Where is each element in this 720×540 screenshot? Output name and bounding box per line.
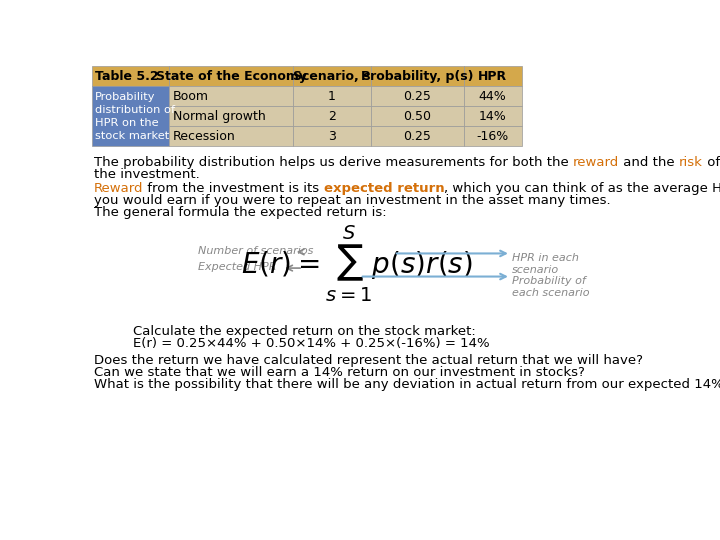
Text: Can we state that we will earn a 14% return on our investment in stocks?: Can we state that we will earn a 14% ret… <box>94 366 585 379</box>
Text: Normal growth: Normal growth <box>173 110 266 123</box>
Text: Probability, p(s): Probability, p(s) <box>361 70 473 83</box>
Bar <box>293 126 371 146</box>
Text: HPR: HPR <box>478 70 507 83</box>
Text: Probability
distribution of
HPR on the
stock market: Probability distribution of HPR on the s… <box>94 92 175 141</box>
Text: E(r) = 0.25×44% + 0.50×14% + 0.25×(-16%) = 14%: E(r) = 0.25×44% + 0.50×14% + 0.25×(-16%)… <box>132 338 490 350</box>
Text: and the: and the <box>619 156 679 168</box>
Text: 3: 3 <box>328 130 336 143</box>
Text: $E(r) = \sum_{s=1}^{S} p(s)r(s)$: $E(r) = \sum_{s=1}^{S} p(s)r(s)$ <box>241 223 473 304</box>
Bar <box>169 66 293 86</box>
Text: 0.25: 0.25 <box>403 90 431 103</box>
Bar <box>371 126 464 146</box>
Bar <box>464 126 522 146</box>
Bar <box>169 106 293 126</box>
Text: Expected HPR: Expected HPR <box>199 262 277 272</box>
Bar <box>91 86 169 146</box>
Text: The general formula the expected return is:: The general formula the expected return … <box>94 206 387 219</box>
Text: Number of scenarios: Number of scenarios <box>199 246 314 256</box>
Text: -16%: -16% <box>477 130 509 143</box>
Text: the investment.: the investment. <box>94 168 199 181</box>
Bar <box>169 86 293 106</box>
Text: 44%: 44% <box>479 90 506 103</box>
Bar <box>371 66 464 86</box>
Text: risk: risk <box>679 156 703 168</box>
Text: Probability of
each scenario: Probability of each scenario <box>513 276 590 298</box>
Text: of: of <box>703 156 720 168</box>
Text: Recession: Recession <box>173 130 235 143</box>
Bar <box>169 126 293 146</box>
Text: from the investment is its: from the investment is its <box>143 182 324 195</box>
Text: What is the possibility that there will be any deviation in actual return from o: What is the possibility that there will … <box>94 378 720 391</box>
Text: expected return: expected return <box>324 182 444 195</box>
Text: 14%: 14% <box>479 110 506 123</box>
Bar <box>371 86 464 106</box>
Text: 2: 2 <box>328 110 336 123</box>
Text: State of the Economy: State of the Economy <box>156 70 307 83</box>
Text: Boom: Boom <box>173 90 209 103</box>
Bar <box>464 66 522 86</box>
Text: 1: 1 <box>328 90 336 103</box>
Text: 0.25: 0.25 <box>403 130 431 143</box>
Text: The probability distribution helps us derive measurements for both the: The probability distribution helps us de… <box>94 156 573 168</box>
Text: , which you can think of as the average HPR: , which you can think of as the average … <box>444 182 720 195</box>
Text: Does the return we have calculated represent the actual return that we will have: Does the return we have calculated repre… <box>94 354 643 367</box>
Text: Calculate the expected return on the stock market:: Calculate the expected return on the sto… <box>132 325 475 338</box>
Text: you would earn if you were to repeat an investment in the asset many times.: you would earn if you were to repeat an … <box>94 194 611 207</box>
Bar <box>371 106 464 126</box>
Text: Table 5.2: Table 5.2 <box>94 70 158 83</box>
Bar <box>91 66 169 86</box>
Text: HPR in each
scenario: HPR in each scenario <box>513 253 580 275</box>
Text: 0.50: 0.50 <box>403 110 431 123</box>
Text: reward: reward <box>573 156 619 168</box>
Text: Reward: Reward <box>94 182 143 195</box>
Bar <box>464 106 522 126</box>
Bar <box>464 86 522 106</box>
Bar <box>293 106 371 126</box>
Bar <box>293 66 371 86</box>
Text: Scenario, s: Scenario, s <box>293 70 371 83</box>
Bar <box>293 86 371 106</box>
